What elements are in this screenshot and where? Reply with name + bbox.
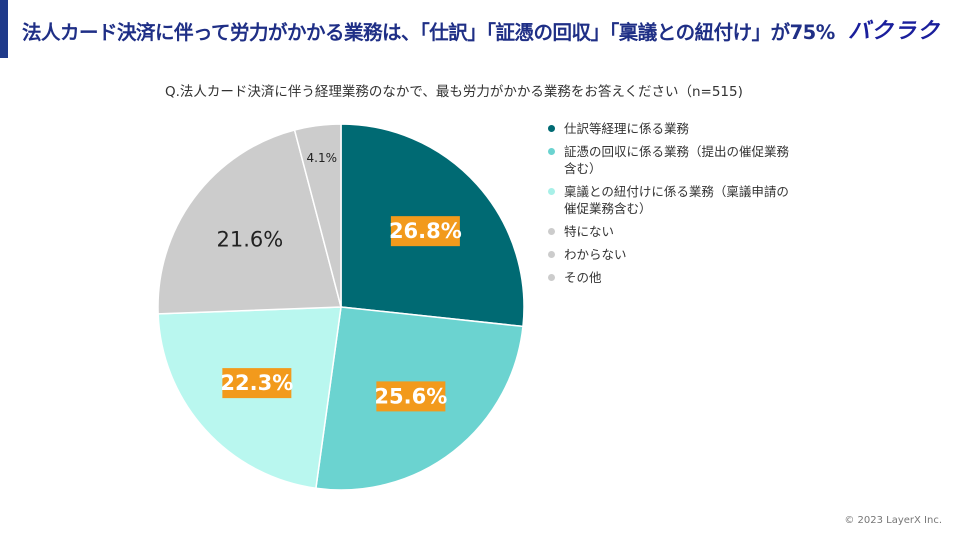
data-label-5: 4.1% — [307, 151, 338, 165]
legend-label-4: わからない — [564, 247, 627, 262]
legend-item-4: わからない — [548, 246, 818, 263]
legend-label-3: 特にない — [564, 224, 615, 239]
chart-legend: 仕訳等経理に係る業務証憑の回収に係る業務（提出の催促業務 含む） 稟議との紐付けに… — [548, 120, 818, 292]
copyright: © 2023 LayerX Inc. — [844, 515, 942, 526]
page-title: 法人カード決済に伴って労力がかかる業務は、「仕訳」「証憑の回収」「稟議との紐付け… — [22, 21, 835, 44]
legend-label-2: 稟議との紐付けに係る業務（稟議申請の 催促業務含む） — [564, 184, 789, 216]
data-label-text-0: 26.8% — [389, 219, 462, 243]
legend-label-1: 証憑の回収に係る業務（提出の催促業務 含む） — [564, 144, 790, 176]
data-label-3: 21.6% — [217, 227, 284, 251]
data-label-2: 22.3% — [220, 368, 293, 399]
data-label-text-3: 21.6% — [217, 227, 284, 251]
accent-bar — [0, 0, 8, 58]
legend-item-2: 稟議との紐付けに係る業務（稟議申請の 催促業務含む） — [548, 183, 818, 217]
data-label-bg-1 — [376, 381, 446, 412]
legend-label-5: その他 — [564, 270, 602, 285]
data-label-text-2: 22.3% — [220, 371, 293, 395]
data-label-bg-0 — [390, 216, 460, 247]
legend-swatch-5 — [548, 274, 555, 281]
legend-swatch-3 — [548, 228, 555, 235]
legend-swatch-0 — [548, 125, 555, 132]
chart-title: Q.法人カード決済に伴う経理業務のなかで、最も労力がかかる業務をお答えください（… — [165, 84, 743, 100]
data-label-text-5: 4.1% — [307, 151, 338, 165]
brand-logo: バクラク — [847, 19, 940, 44]
pie-slice-3 — [157, 129, 342, 315]
legend-swatch-1 — [548, 148, 555, 155]
legend-item-5: その他 — [548, 269, 818, 286]
legend-swatch-2 — [548, 188, 555, 195]
legend-label-0: 仕訳等経理に係る業務 — [564, 121, 690, 136]
data-label-bg-2 — [222, 368, 292, 399]
legend-item-3: 特にない — [548, 223, 818, 240]
legend-item-1: 証憑の回収に係る業務（提出の催促業務 含む） — [548, 143, 818, 177]
legend-swatch-4 — [548, 251, 555, 258]
data-label-1: 25.6% — [374, 381, 447, 412]
legend-item-0: 仕訳等経理に係る業務 — [548, 120, 818, 137]
pie-slice-5 — [293, 123, 342, 308]
data-label-text-1: 25.6% — [374, 384, 447, 408]
data-label-0: 26.8% — [389, 216, 462, 247]
